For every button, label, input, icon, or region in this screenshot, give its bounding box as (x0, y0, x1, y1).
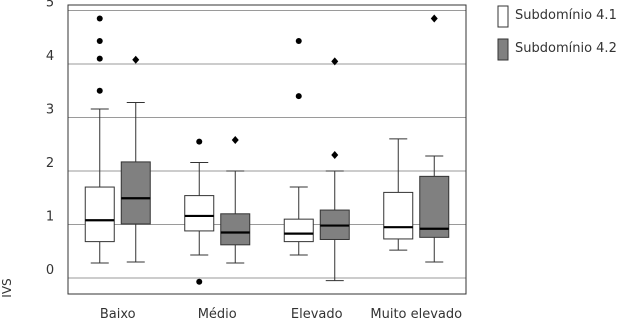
legend-swatch (497, 5, 509, 28)
boxplot-2-médio (220, 135, 251, 264)
boxes (84, 14, 450, 285)
x-category-label: Médio (198, 307, 237, 322)
outlier-point (430, 14, 438, 23)
outlier-point (96, 55, 103, 62)
outlier-point (96, 15, 103, 22)
outlier-point (132, 55, 140, 64)
box (120, 161, 151, 225)
outlier-point (295, 37, 302, 44)
box (383, 191, 414, 240)
legend-label: Subdomínio 4.2 (515, 41, 617, 56)
plot-frame (67, 4, 467, 295)
outlier-point (295, 93, 302, 100)
box (220, 213, 251, 246)
x-category-label: Muito elevado (370, 307, 462, 322)
y-tick-label: 2 (46, 156, 54, 171)
outlier-point (231, 135, 239, 144)
legend: Subdomínio 4.1 Subdomínio 4.2 (497, 5, 617, 61)
outlier-point (331, 150, 339, 159)
boxplot-1-médio (184, 138, 215, 285)
y-tick-label: 0 (46, 263, 54, 278)
boxplot-2-muito-elevado (419, 14, 450, 263)
box (419, 175, 450, 238)
y-tick-label: 4 (46, 49, 54, 64)
y-axis-label: IVS (0, 278, 14, 297)
box (184, 195, 215, 232)
legend-label: Subdomínio 4.1 (515, 8, 617, 23)
outlier-point (331, 57, 339, 66)
box (283, 218, 314, 243)
legend-swatch (497, 38, 509, 61)
box (84, 186, 115, 243)
x-categories: Baixo Médio Elevado Muito elevado (100, 307, 462, 322)
y-tick-label: 3 (46, 103, 54, 118)
outlier-point (96, 87, 103, 94)
y-tick-label: 1 (46, 210, 54, 225)
outlier-point (96, 37, 103, 44)
y-tick-label: 5 (46, 0, 54, 11)
y-ticks: 0 1 2 3 4 5 (46, 0, 54, 278)
boxplot-1-baixo (84, 15, 115, 264)
outlier-point (196, 278, 203, 285)
boxplot-2-elevado (319, 57, 350, 282)
x-category-label: Elevado (291, 307, 343, 322)
boxplot-2-baixo (120, 55, 151, 263)
boxplot-1-muito-elevado (383, 138, 414, 251)
x-category-label: Baixo (100, 307, 136, 322)
outlier-point (196, 138, 203, 145)
boxplot-1-elevado (283, 37, 314, 256)
